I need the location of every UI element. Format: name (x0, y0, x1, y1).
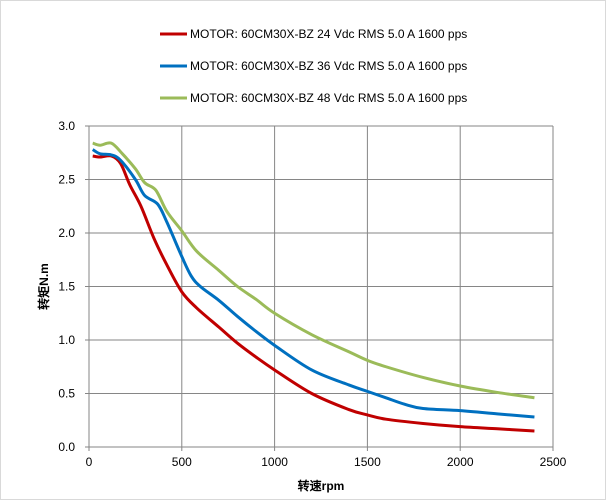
y-tick-label: 0.5 (58, 387, 75, 401)
x-tick-label: 500 (172, 455, 192, 469)
legend-entry-3: MOTOR: 60CM30X-BZ 48 Vdc RMS 5.0 A 1600 … (190, 91, 467, 105)
x-tick-label: 0 (86, 455, 93, 469)
series-line-2 (91, 148, 535, 419)
legend-entry-1: MOTOR: 60CM30X-BZ 24 Vdc RMS 5.0 A 1600 … (190, 27, 467, 41)
y-axis-label: 转矩N.m (36, 263, 51, 310)
y-tick-label: 0.0 (58, 440, 75, 454)
x-tick-label: 1500 (354, 455, 381, 469)
y-tick-label: 2.0 (58, 226, 75, 240)
x-tick-label: 1000 (261, 455, 288, 469)
series-line-1 (92, 154, 535, 433)
legend-entry-2: MOTOR: 60CM30X-BZ 36 Vdc RMS 5.0 A 1600 … (190, 59, 467, 73)
y-tick-label: 3.0 (58, 119, 75, 133)
y-tick-label: 1.5 (58, 280, 75, 294)
y-tick-label: 1.0 (58, 333, 75, 347)
x-tick-label: 2000 (447, 455, 474, 469)
x-tick-label: 2500 (540, 455, 567, 469)
series-line-3 (92, 141, 535, 400)
x-axis-label: 转速rpm (298, 478, 345, 493)
y-tick-label: 2.5 (58, 173, 75, 187)
